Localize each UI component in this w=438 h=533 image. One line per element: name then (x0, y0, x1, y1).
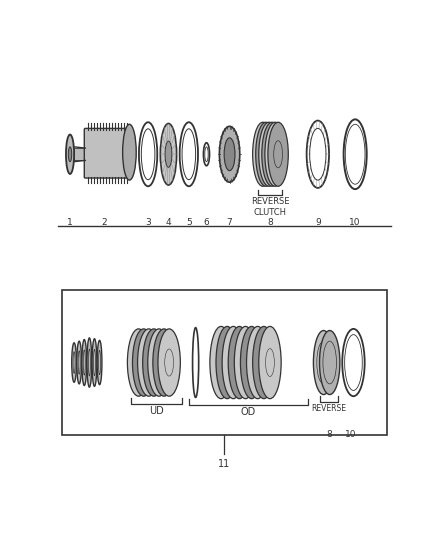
Ellipse shape (158, 329, 180, 396)
FancyBboxPatch shape (74, 148, 85, 160)
Ellipse shape (123, 124, 136, 180)
Ellipse shape (127, 329, 150, 396)
Text: 4: 4 (166, 218, 171, 227)
Text: 8: 8 (326, 430, 332, 439)
Ellipse shape (262, 122, 282, 186)
Ellipse shape (247, 326, 269, 399)
Ellipse shape (219, 126, 240, 182)
Ellipse shape (216, 326, 238, 399)
Ellipse shape (319, 330, 340, 394)
Text: 1: 1 (67, 218, 73, 227)
Text: 10: 10 (350, 218, 361, 227)
Ellipse shape (256, 122, 276, 186)
Ellipse shape (253, 326, 275, 399)
Ellipse shape (153, 329, 175, 396)
Ellipse shape (228, 326, 251, 399)
Ellipse shape (314, 330, 334, 394)
Ellipse shape (77, 341, 81, 384)
Ellipse shape (259, 122, 279, 186)
Ellipse shape (265, 122, 285, 186)
Text: 2: 2 (101, 218, 107, 227)
Ellipse shape (97, 341, 102, 385)
Ellipse shape (268, 122, 288, 186)
Text: 7: 7 (227, 218, 233, 227)
Ellipse shape (240, 326, 263, 399)
FancyBboxPatch shape (61, 290, 387, 435)
Text: REVERSE: REVERSE (312, 404, 347, 413)
Text: 3: 3 (145, 218, 151, 227)
Ellipse shape (253, 122, 273, 186)
Ellipse shape (160, 124, 177, 185)
Text: 5: 5 (186, 218, 192, 227)
Text: 10: 10 (345, 430, 357, 439)
Ellipse shape (138, 329, 160, 396)
Text: 11: 11 (219, 459, 230, 469)
Ellipse shape (224, 138, 235, 171)
Ellipse shape (92, 339, 97, 386)
Text: UD: UD (149, 406, 164, 416)
Ellipse shape (72, 343, 77, 382)
Ellipse shape (68, 147, 72, 161)
Text: 6: 6 (204, 218, 209, 227)
Ellipse shape (143, 329, 165, 396)
Ellipse shape (82, 340, 87, 385)
Ellipse shape (234, 326, 257, 399)
Ellipse shape (165, 141, 172, 167)
Text: 9: 9 (315, 218, 321, 227)
Ellipse shape (210, 326, 232, 399)
Ellipse shape (259, 326, 281, 399)
Text: 8: 8 (268, 218, 273, 227)
Ellipse shape (132, 329, 155, 396)
Ellipse shape (66, 134, 74, 174)
Text: OD: OD (240, 407, 256, 417)
Text: REVERSE
CLUTCH: REVERSE CLUTCH (251, 197, 290, 217)
Ellipse shape (87, 338, 92, 387)
Ellipse shape (222, 326, 244, 399)
FancyBboxPatch shape (84, 128, 131, 178)
Ellipse shape (148, 329, 170, 396)
